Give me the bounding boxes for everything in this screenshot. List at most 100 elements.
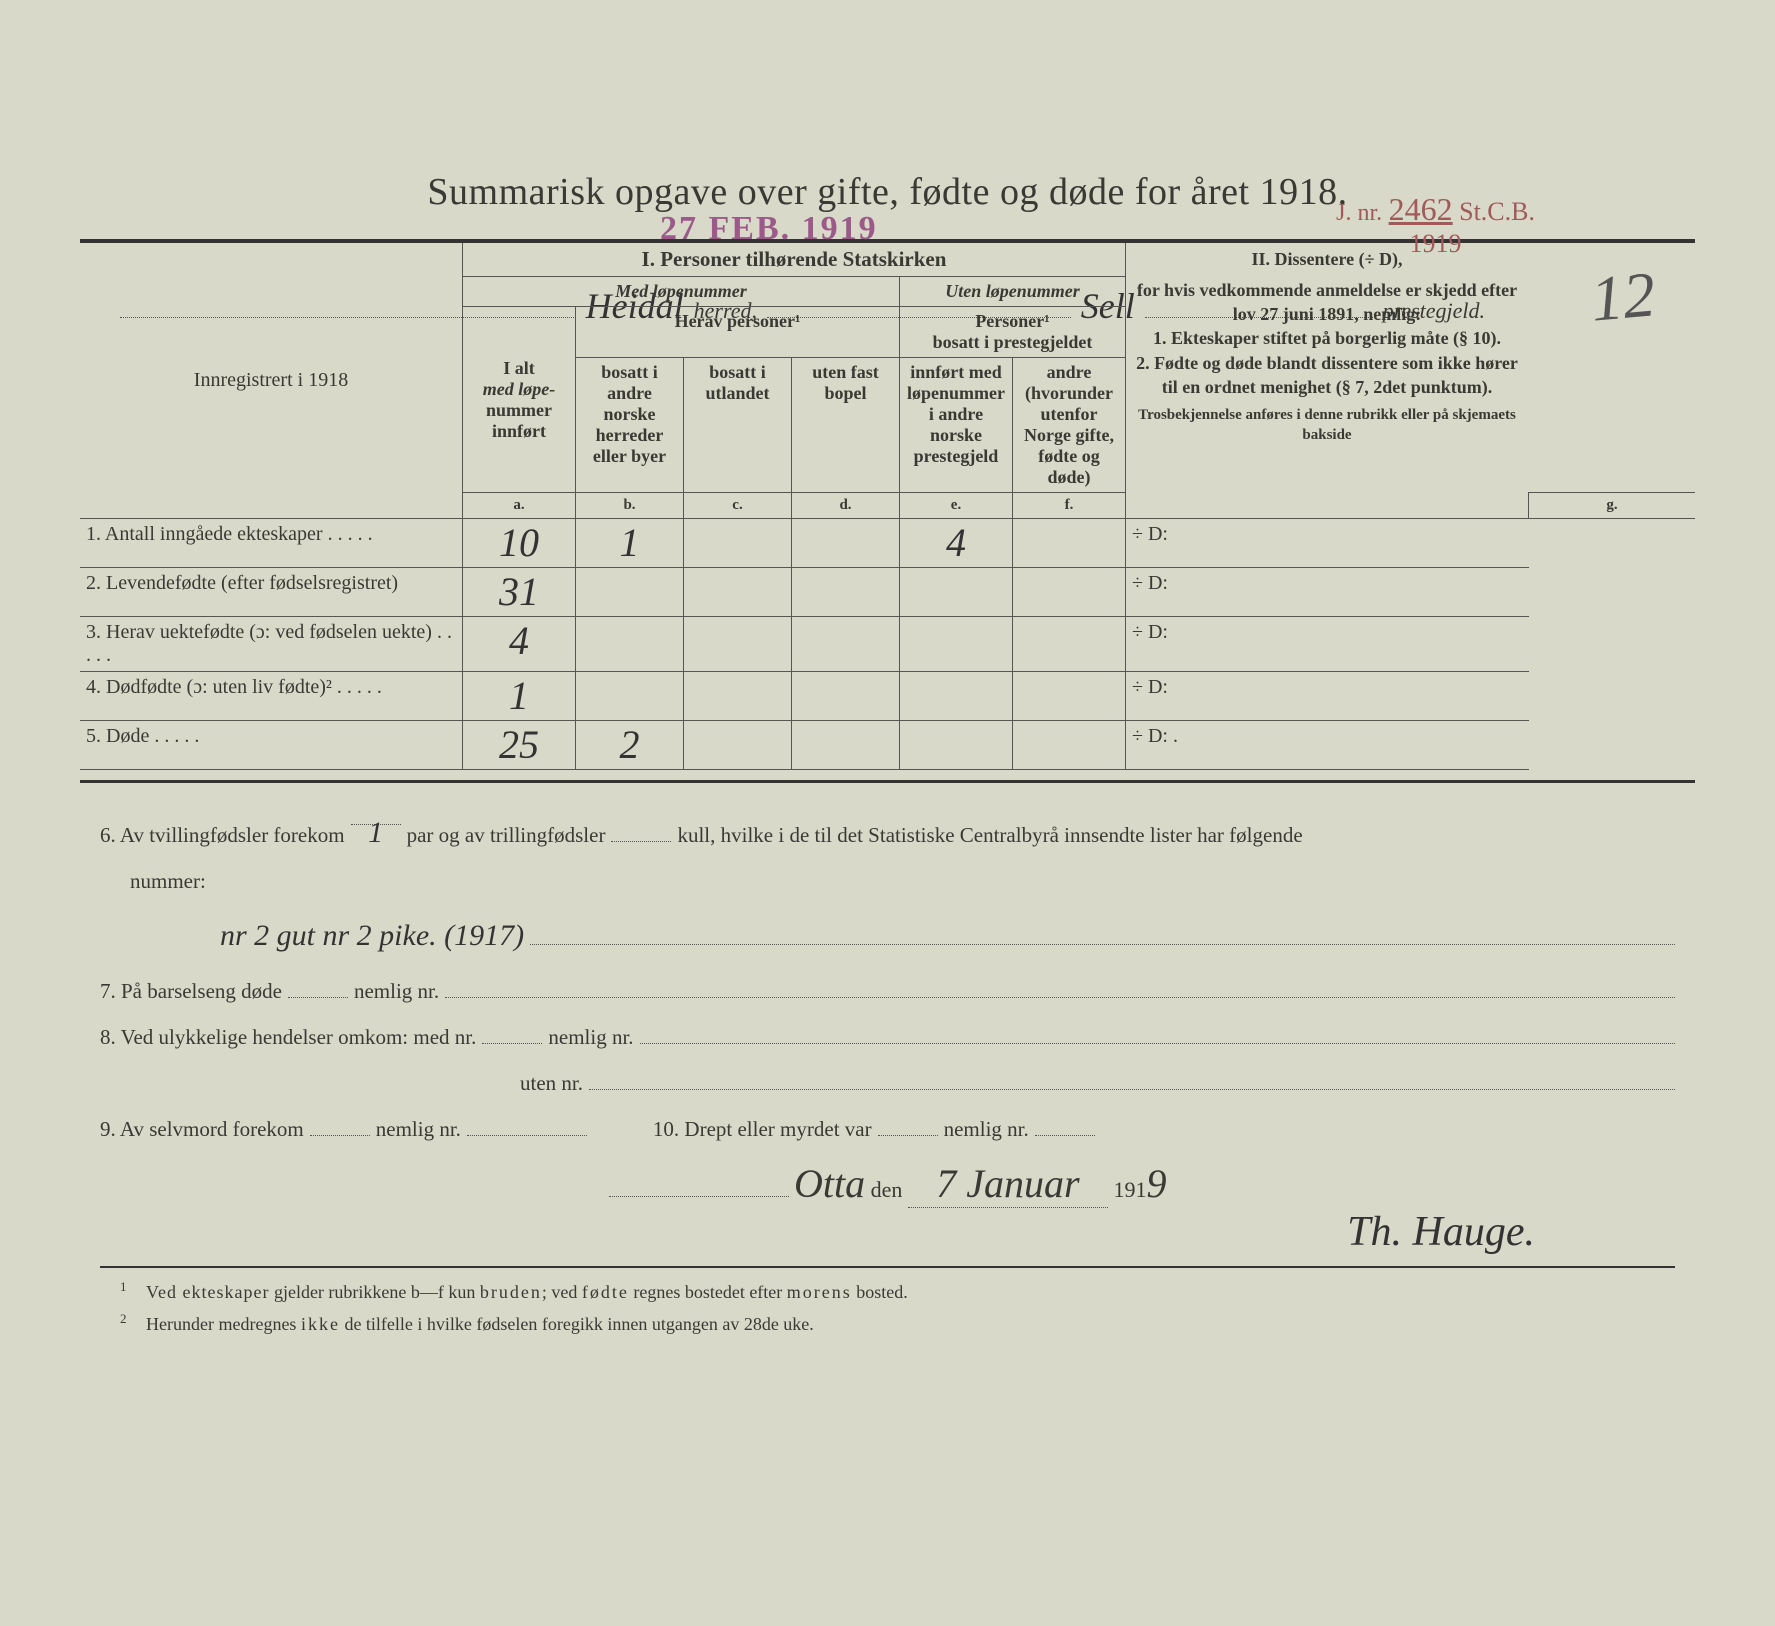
med-lope-header: Med løpenummer (463, 277, 900, 307)
diss-note: Trosbekjennelse anføres i denne rubrikk … (1132, 405, 1522, 446)
cell-e (900, 568, 1013, 617)
cell-b (576, 568, 684, 617)
pers-bosatt-header: Personer¹ bosatt i prestegjeldet (900, 307, 1126, 358)
cell-b (576, 617, 684, 672)
q6-hw1: 1 (368, 816, 383, 849)
q6-d: nummer: (130, 860, 206, 902)
q6-row: 6. Av tvillingfødsler forekom 1 par og a… (100, 803, 1675, 856)
q10: 10. Drept eller myrdet var (653, 1108, 872, 1150)
diss-item-2: 2. Fødte og døde blandt dissentere som i… (1132, 351, 1522, 400)
row-label: 5. Døde . . . . . (80, 721, 463, 770)
cell-b: 2 (576, 721, 684, 770)
table-bottom-rule (80, 780, 1695, 783)
cell-f (1013, 617, 1126, 672)
q7: 7. På barselseng døde (100, 970, 282, 1012)
table-row: 2. Levendefødte (efter fødselsregistret)… (80, 568, 1695, 617)
col-a-header: I alt med løpe- nummer innført (463, 307, 576, 493)
nemlig-8: nemlig nr. (548, 1016, 633, 1058)
date-stamp: 27 FEB. 1919 (660, 210, 878, 248)
cell-e (900, 672, 1013, 721)
cell-e (900, 617, 1013, 672)
date-hw: 7 Januar (908, 1160, 1108, 1208)
row-label: 2. Levendefødte (efter fødselsregistret) (80, 568, 463, 617)
cell-f (1013, 519, 1126, 568)
row-label: 4. Dødfødte (ɔ: uten liv fødte)² . . . .… (80, 672, 463, 721)
cell-c (684, 519, 792, 568)
row-label: 1. Antall inngåede ekteskaper . . . . . (80, 519, 463, 568)
q6-row2: nummer: (100, 860, 1675, 902)
cell-d (792, 617, 900, 672)
cell-d (792, 672, 900, 721)
cell-e (900, 721, 1013, 770)
herav-header: Herav personer¹ (576, 307, 900, 358)
diss-intro: for hvis vedkommende anmeldelse er skjed… (1132, 278, 1522, 327)
table-wrapper: Innregistrert i 1918 I. Personer tilhøre… (80, 243, 1695, 770)
letter-g: g. (1529, 493, 1696, 519)
lower-questions: 6. Av tvillingfødsler forekom 1 par og a… (100, 803, 1675, 1150)
cell-d (792, 568, 900, 617)
cell-a: 25 (463, 721, 576, 770)
q8b: uten nr. (520, 1062, 583, 1104)
letter-f: f. (1013, 493, 1126, 519)
place-hw: Otta (794, 1161, 865, 1206)
reg-year-label: Innregistrert i 1918 (80, 243, 463, 519)
footnotes: 1Ved ekteskaper Ved ekteskaper gjelder r… (120, 1276, 1655, 1339)
jnr-suffix: St.C.B. (1459, 197, 1535, 226)
nemlig-7: nemlig nr. (354, 970, 439, 1012)
cell-a: 1 (463, 672, 576, 721)
cell-d (792, 519, 900, 568)
col-e-header: innført med løpenummer i andre norske pr… (900, 358, 1013, 493)
footnote-2: 2Herunder medregnes ikke de tilfelle i h… (120, 1308, 1655, 1340)
col-d-header: uten fast bopel (792, 358, 900, 493)
col-c-header: bosatt i utlandet (684, 358, 792, 493)
q8b-row: uten nr. (520, 1062, 1675, 1104)
footnote-1: 1Ved ekteskaper Ved ekteskaper gjelder r… (120, 1276, 1655, 1308)
cell-g: ÷ D: (1126, 617, 1529, 672)
cell-c (684, 721, 792, 770)
signature: Th. Hauge. (40, 1208, 1535, 1256)
q6-hw2: nr 2 gut nr 2 pike. (1917) (220, 906, 524, 966)
q9: 9. Av selvmord forekom (100, 1108, 304, 1150)
cell-g: ÷ D: (1126, 519, 1529, 568)
diss-item-1: 1. Ekteskaper stiftet på borgerlig måte … (1132, 326, 1522, 350)
cell-b: 1 (576, 519, 684, 568)
row-label: 3. Herav uektefødte (ɔ: ved fødselen uek… (80, 617, 463, 672)
cell-d (792, 721, 900, 770)
q7-row: 7. På barselseng døde nemlig nr. (100, 970, 1675, 1012)
signature-line: Otta den 7 Januar 1919 (100, 1160, 1675, 1208)
table-row: 1. Antall inngåede ekteskaper . . . . .1… (80, 519, 1695, 568)
col-b-header: bosatt i andre norske herreder eller bye… (576, 358, 684, 493)
den-label: den (871, 1177, 903, 1202)
jnr-number: 2462 (1389, 191, 1453, 227)
year-prefix: 191 (1113, 1177, 1146, 1202)
q9-q10-row: 9. Av selvmord forekom nemlig nr. 10. Dr… (100, 1108, 1675, 1150)
cell-a: 31 (463, 568, 576, 617)
form-page: 27 FEB. 1919 J. nr. 2462 St.C.B. 1919 12… (40, 170, 1735, 1626)
section-1-header: I. Personer tilhørende Statskirken (463, 243, 1126, 277)
cell-f (1013, 721, 1126, 770)
diss-title: II. Dissentere (÷ D), (1132, 247, 1522, 271)
cell-e: 4 (900, 519, 1013, 568)
q6-c: kull, hvilke i de til det Statistiske Ce… (677, 814, 1302, 856)
cell-c (684, 617, 792, 672)
letter-e: e. (900, 493, 1013, 519)
q6-a: 6. Av tvillingfødsler forekom (100, 814, 345, 856)
footnote-rule (100, 1266, 1675, 1268)
table-row: 5. Døde . . . . .252÷ D: . (80, 721, 1695, 770)
cell-a: 10 (463, 519, 576, 568)
letter-a: a. (463, 493, 576, 519)
table-row: 3. Herav uektefødte (ɔ: ved fødselen uek… (80, 617, 1695, 672)
cell-g: ÷ D: (1126, 672, 1529, 721)
table-row: 4. Dødfødte (ɔ: uten liv fødte)² . . . .… (80, 672, 1695, 721)
q6-hw-row: nr 2 gut nr 2 pike. (1917) (100, 906, 1675, 966)
cell-a: 4 (463, 617, 576, 672)
cell-c (684, 672, 792, 721)
q6-b: par og av trillingfødsler (407, 814, 606, 856)
q8: 8. Ved ulykkelige hendelser omkom: med n… (100, 1016, 476, 1058)
cell-b (576, 672, 684, 721)
col-f-header: andre (hvorunder utenfor Norge gifte, fø… (1013, 358, 1126, 493)
uten-lope-header: Uten løpenummer (900, 277, 1126, 307)
year-hw: 9 (1146, 1161, 1166, 1206)
cell-c (684, 568, 792, 617)
main-table: Innregistrert i 1918 I. Personer tilhøre… (80, 243, 1695, 770)
